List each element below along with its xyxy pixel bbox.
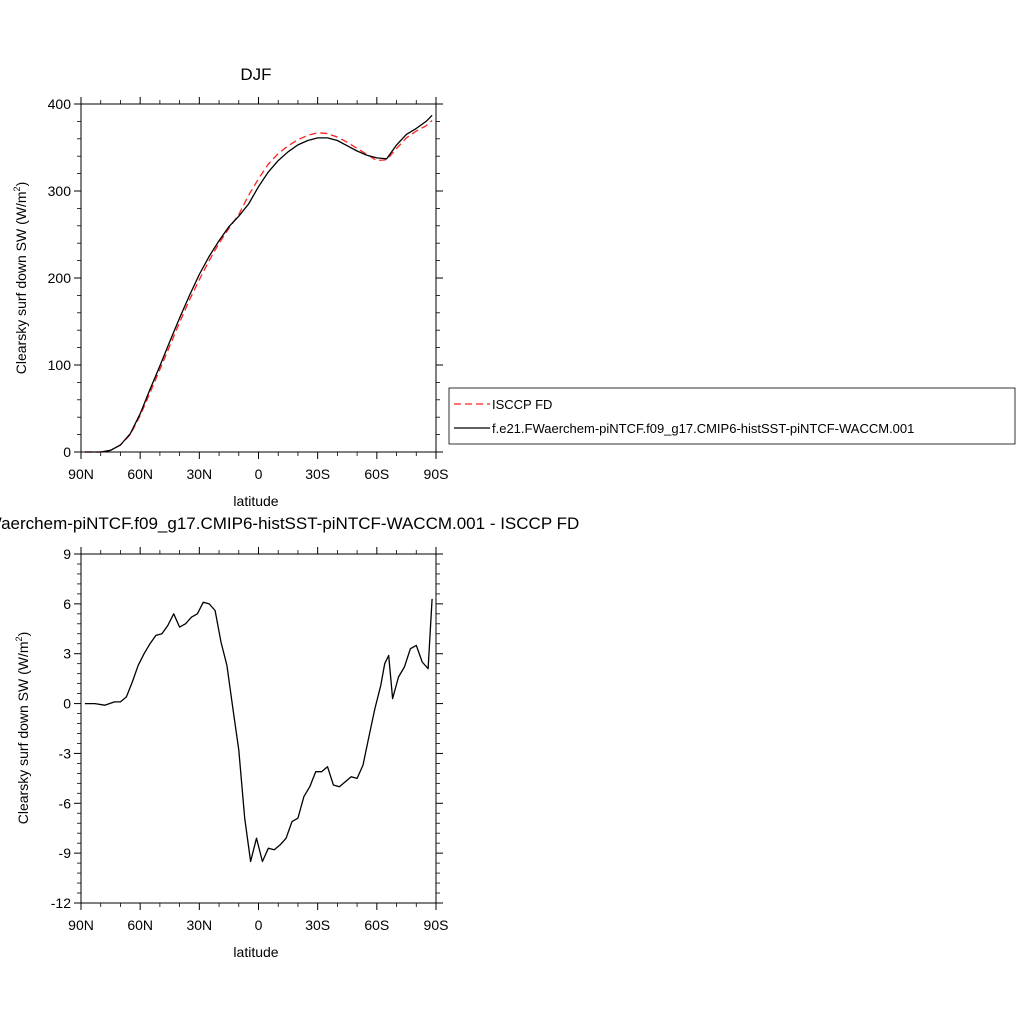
bottom-chart-title: f.e21.FWaerchem-piNTCF.f09_g17.CMIP6-his… [0,514,579,533]
top-y-axis-label: Clearsky surf down SW (W/m2) [12,182,29,375]
bottom-y-axis-label: Clearsky surf down SW (W/m2) [14,632,31,825]
top-x-tick-label: 0 [255,466,263,482]
bottom-panel: f.e21.FWaerchem-piNTCF.f09_g17.CMIP6-his… [0,514,579,960]
legend-isccp-label: ISCCP FD [492,397,552,412]
bottom-y-axis-label-sup: 2 [14,636,24,641]
top-y-axis-label-main: Clearsky surf down SW (W/m [13,191,29,374]
bottom-series-layer [84,598,433,863]
bottom-x-tick-label: 30N [186,917,212,933]
top-panel: DJF 90N 60N 30N 0 30S 60S 90S 0 100 200 300 400 lat… [12,65,1016,509]
top-axes-layer: 90N 60N 30N 0 30S 60S 90S 0 100 200 300 400 [48,96,449,482]
bottom-x-tick-label: 90N [68,917,94,933]
bottom-y-tick-label: -12 [51,895,71,911]
bottom-plot-frame [80,553,437,904]
legend-model-label: f.e21.FWaerchem-piNTCF.f09_g17.CMIP6-his… [492,421,914,436]
top-series-line-model [84,114,433,453]
bottom-y-tick-label: 9 [63,546,71,562]
top-chart-title: DJF [240,65,271,84]
top-x-tick-label: 30S [305,466,330,482]
bottom-x-tick-label: 90S [424,917,449,933]
bottom-y-tick-label: -6 [59,795,72,811]
bottom-x-axis-label: latitude [233,944,278,960]
bottom-y-tick-label: 3 [63,646,71,662]
top-x-tick-label: 60S [364,466,389,482]
top-series-layer [84,114,433,453]
top-y-axis-label-sup: 2 [12,186,22,191]
top-series-line-isccp [84,120,433,453]
legend: ISCCP FD f.e21.FWaerchem-piNTCF.f09_g17.… [448,387,1016,445]
bottom-x-tick-label: 30S [305,917,330,933]
top-y-tick-label: 0 [63,444,71,460]
bottom-y-axis-label-close: ) [15,632,31,637]
top-y-axis-label-close: ) [13,182,29,187]
top-x-tick-label: 90N [68,466,94,482]
bottom-x-tick-label: 60N [127,917,153,933]
top-y-tick-label: 400 [48,96,72,112]
bottom-axes-layer: 90N 60N 30N 0 30S 60S 90S -12 -9 -6 -3 0 3 6 9 [51,546,449,933]
bottom-y-tick-label: 0 [63,696,71,712]
top-x-tick-label: 90S [424,466,449,482]
top-x-axis-label: latitude [233,493,278,509]
bottom-x-tick-label: 0 [255,917,263,933]
top-y-tick-label: 100 [48,357,72,373]
top-plot-frame [80,103,437,453]
bottom-series-line-difference [84,598,433,863]
bottom-y-tick-label: -9 [59,845,72,861]
legend-box [448,387,1016,445]
bottom-y-axis-label-main: Clearsky surf down SW (W/m [15,641,31,824]
top-x-tick-label: 60N [127,466,153,482]
top-y-tick-label: 300 [48,183,72,199]
bottom-y-tick-label: 6 [63,596,71,612]
top-x-tick-label: 30N [186,466,212,482]
bottom-y-tick-label: -3 [59,745,72,761]
bottom-x-tick-label: 60S [364,917,389,933]
top-y-tick-label: 200 [48,270,72,286]
